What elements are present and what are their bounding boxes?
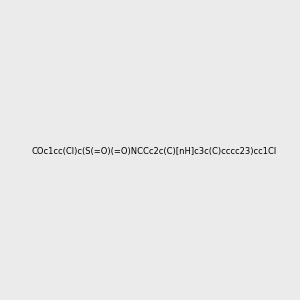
Text: COc1cc(Cl)c(S(=O)(=O)NCCc2c(C)[nH]c3c(C)cccc23)cc1Cl: COc1cc(Cl)c(S(=O)(=O)NCCc2c(C)[nH]c3c(C)…: [31, 147, 276, 156]
